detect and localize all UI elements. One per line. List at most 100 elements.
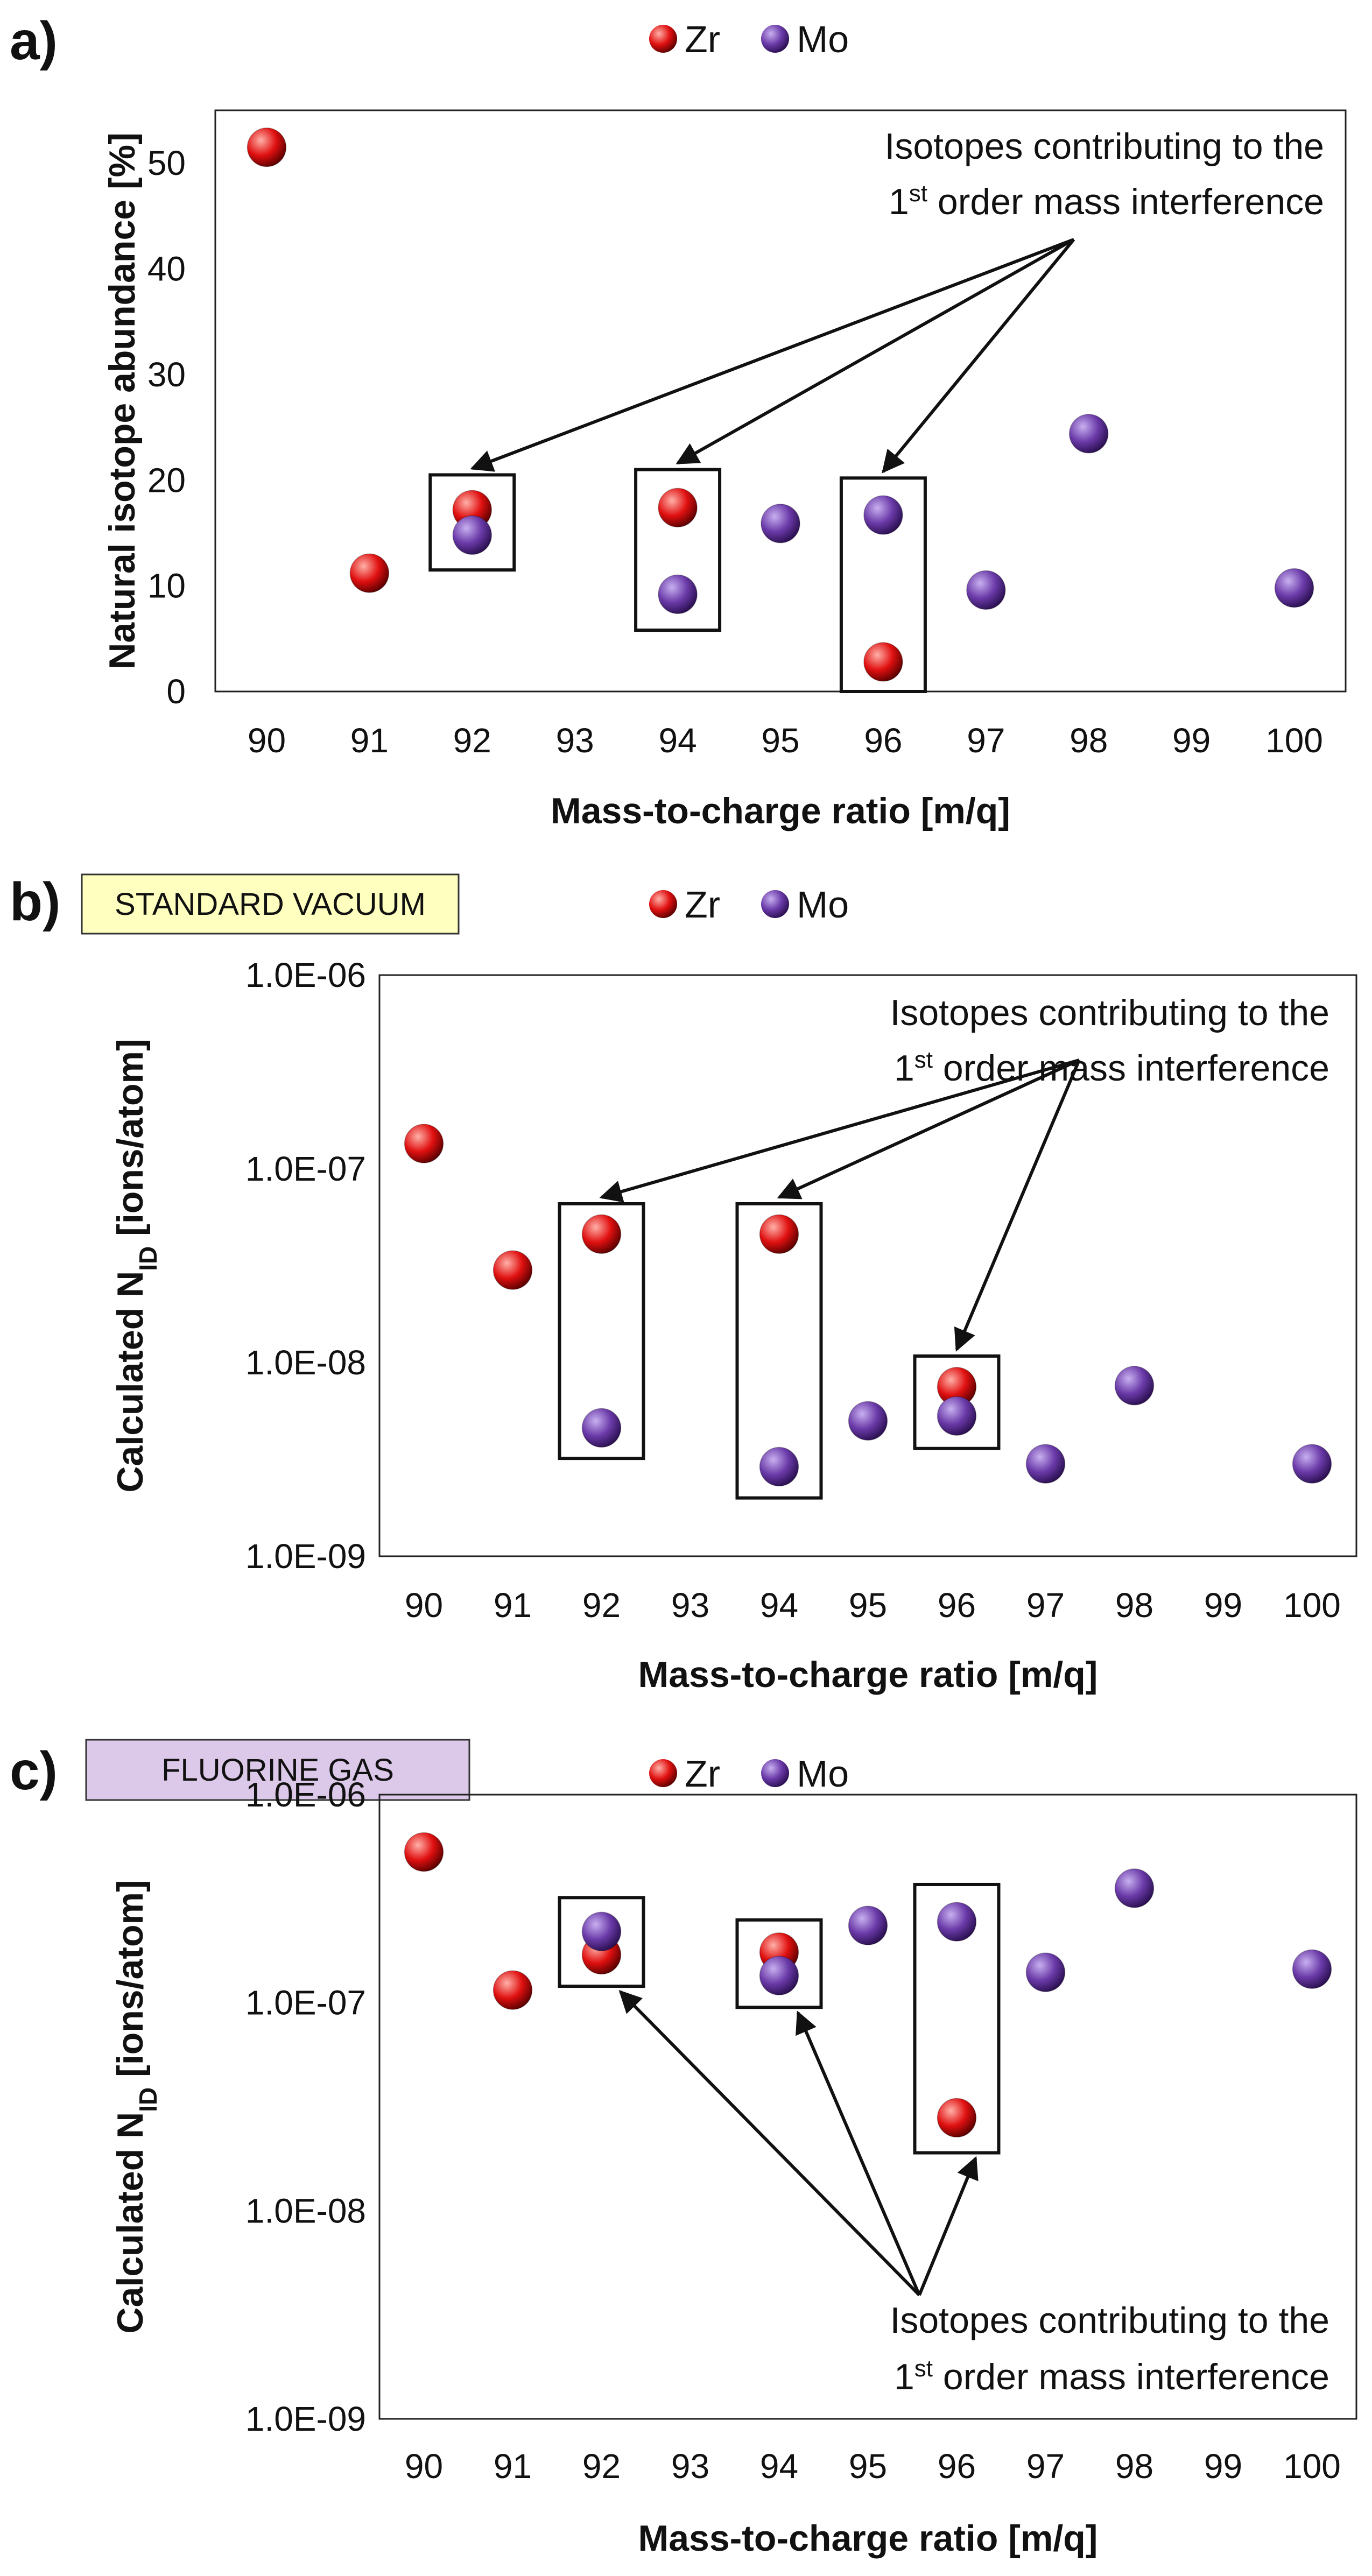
annotation-arrow (882, 238, 1075, 474)
annotation-ordinal: 1 (894, 1048, 914, 1089)
interference-box-92 (558, 1896, 645, 1988)
y-tick-label: 1.0E-09 (245, 2399, 366, 2438)
legend-marker-mo (761, 1759, 789, 1787)
point-mo-95 (761, 504, 800, 544)
annotation-rest: order mass interference (927, 181, 1324, 222)
x-tick-label: 90 (248, 721, 286, 760)
y-tick-label: 1.0E-08 (245, 2191, 366, 2230)
x-tick-label: 92 (582, 1586, 621, 1625)
panel-letter: a) (10, 11, 58, 71)
y-axis-title-main: Calculated N (110, 2112, 151, 2334)
x-tick-label: 97 (1026, 1586, 1065, 1625)
legend-marker-zr (649, 890, 677, 918)
y-axis-title-subscript: ID (134, 1246, 162, 1271)
condition-label-box (85, 1739, 470, 1801)
legend-marker-zr (649, 25, 677, 53)
point-mo-95 (848, 1905, 888, 1945)
annotation-line2: 1st order mass interference (894, 1047, 1329, 1089)
y-axis-title-suffix: [ions/atom] (110, 1039, 151, 1246)
annotation-ordinal-suffix: st (914, 2355, 933, 2382)
interference-box-96 (913, 1354, 1001, 1450)
interference-box-92 (558, 1202, 645, 1460)
plot-area (378, 1794, 1357, 2420)
x-tick-label: 100 (1265, 721, 1323, 760)
x-tick-label: 93 (671, 1586, 709, 1625)
condition-label-box (81, 873, 460, 935)
x-tick-label: 95 (761, 721, 799, 760)
legend-label-mo: Mo (797, 884, 849, 926)
x-tick-label: 98 (1070, 721, 1108, 760)
x-tick-label: 91 (350, 721, 389, 760)
y-tick-label: 0 (166, 672, 186, 711)
condition-label: FLUORINE GAS (161, 1753, 394, 1788)
y-tick-label: 30 (147, 355, 186, 394)
annotation-line1: Isotopes contributing to the (890, 992, 1329, 1033)
x-tick-label: 91 (494, 2447, 532, 2486)
chart-panel-1: a) Zr Mo 0 10 20 30 40 50 90 91 92 93 94 95 96 97 98 99 100… (10, 11, 1347, 831)
x-axis-title: Mass-to-charge ratio [m/q] (551, 791, 1010, 831)
x-tick-label: 99 (1204, 2447, 1242, 2486)
interference-box-96 (839, 476, 927, 693)
point-zr-94 (658, 488, 698, 528)
y-tick-label: 1.0E-09 (245, 1537, 366, 1576)
point-zr-90 (247, 127, 287, 167)
point-mo-96 (937, 1902, 977, 1942)
y-axis-title-main: Natural isotope abundance [%] (102, 132, 143, 669)
y-axis-title-main: Calculated N (110, 1271, 151, 1493)
y-tick-label: 40 (147, 250, 186, 288)
y-tick-label: 10 (147, 567, 186, 605)
interference-box-92 (428, 473, 516, 572)
interference-box-94 (735, 1202, 823, 1500)
x-tick-label: 99 (1172, 721, 1211, 760)
annotation-ordinal-suffix: st (909, 180, 927, 207)
x-tick-label: 90 (405, 2447, 443, 2486)
interference-box-94 (735, 1918, 823, 2009)
point-zr-96 (937, 2098, 977, 2138)
legend-label-mo: Mo (797, 18, 849, 60)
annotation-ordinal: 1 (889, 181, 909, 222)
panel-letter: c) (10, 1741, 58, 1801)
point-zr-90 (404, 1124, 444, 1163)
annotation-line1: Isotopes contributing to the (890, 2300, 1329, 2341)
y-tick-label: 1.0E-07 (245, 1149, 366, 1188)
legend-marker-zr (649, 1759, 677, 1787)
annotation-rest: order mass interference (933, 1048, 1329, 1089)
annotation-arrow (777, 1058, 1080, 1199)
x-tick-label: 94 (658, 721, 696, 760)
annotation-line1: Isotopes contributing to the (884, 126, 1324, 167)
interference-box-96 (913, 1882, 1001, 2155)
legend-label-zr: Zr (685, 1753, 720, 1795)
point-mo-92 (581, 1408, 622, 1448)
x-tick-label: 96 (938, 1586, 976, 1625)
y-tick-label: 1.0E-07 (245, 1984, 366, 2022)
x-tick-label: 95 (849, 1586, 887, 1625)
x-axis-title: Mass-to-charge ratio [m/q] (638, 1654, 1098, 1695)
legend-label-zr: Zr (685, 884, 720, 926)
annotation-arrow (918, 2156, 979, 2296)
point-mo-98 (1068, 414, 1109, 454)
y-axis-title: Calculated NID [ions/atom] (110, 1880, 162, 2333)
x-tick-label: 92 (582, 2447, 621, 2486)
point-mo-95 (848, 1401, 888, 1441)
x-tick-label: 96 (864, 721, 902, 760)
y-tick-label: 1.0E-06 (245, 956, 366, 994)
legend-marker-mo (761, 890, 789, 918)
point-mo-98 (1114, 1868, 1155, 1908)
legend-label-zr: Zr (685, 18, 720, 60)
annotation-arrow (599, 1058, 1080, 1203)
point-mo-100 (1292, 1949, 1332, 1989)
point-mo-100 (1292, 1444, 1332, 1484)
x-tick-label: 95 (849, 2447, 887, 2486)
annotation-line2: 1st order mass interference (894, 2355, 1329, 2398)
x-tick-label: 93 (671, 2447, 709, 2486)
point-mo-97 (966, 570, 1006, 610)
y-tick-label: 1.0E-08 (245, 1343, 366, 1382)
x-tick-label: 99 (1204, 1586, 1242, 1625)
point-mo-94 (658, 574, 698, 615)
point-mo-96 (937, 1396, 977, 1436)
x-tick-label: 92 (453, 721, 491, 760)
panel-letter: b) (10, 872, 60, 932)
point-mo-92 (452, 515, 492, 555)
x-tick-label: 93 (556, 721, 594, 760)
